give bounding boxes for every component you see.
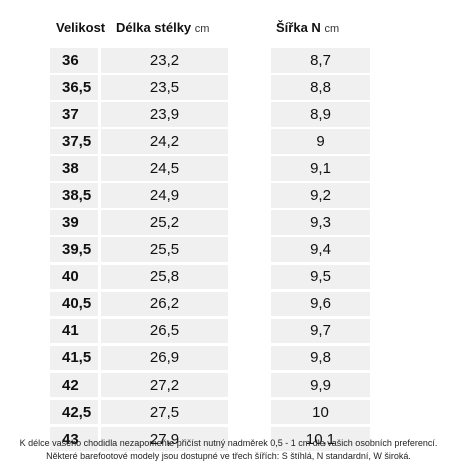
header-length-unit: cm	[194, 23, 210, 35]
length-cell: 23,2	[101, 48, 228, 73]
header-size: Velikost	[56, 20, 105, 35]
header-width-label: Šířka N	[276, 20, 321, 35]
width-cell: 9,6	[271, 291, 370, 317]
width-cell: 9,8	[271, 345, 370, 371]
table-row: 36 23,2 8,7	[50, 48, 370, 73]
size-cell: 36,5	[50, 75, 98, 100]
size-cell: 43	[50, 426, 98, 452]
table-row: 40 25,8 9,5	[50, 264, 370, 290]
header-length-label: Délka stélky	[116, 20, 192, 35]
size-cell: 40,5	[50, 291, 98, 317]
header-size-label: Velikost	[56, 20, 106, 35]
size-cell: 40	[50, 264, 98, 290]
table-row: 40,5 26,2 9,6	[50, 291, 370, 317]
length-cell: 27,5	[101, 399, 228, 425]
table-row: 37 23,9 8,9	[50, 102, 370, 127]
table-row: 43 27,9 10,1	[50, 426, 370, 452]
width-cell: 8,9	[271, 102, 370, 127]
table-row: 41,5 26,9 9,8	[50, 345, 370, 371]
size-cell: 41	[50, 318, 98, 344]
table-row: 38 24,5 9,1	[50, 156, 370, 181]
length-cell: 25,5	[101, 237, 228, 263]
size-cell: 39	[50, 210, 98, 235]
length-cell: 24,5	[101, 156, 228, 181]
size-cell: 38,5	[50, 183, 98, 208]
length-cell: 27,9	[101, 426, 228, 452]
width-cell: 9,2	[271, 183, 370, 208]
width-cell: 8,7	[271, 48, 370, 73]
size-cell: 42,5	[50, 399, 98, 425]
table-row: 42 27,2 9,9	[50, 372, 370, 398]
size-cell: 39,5	[50, 237, 98, 263]
width-cell: 9	[271, 129, 370, 154]
width-cell: 9,9	[271, 372, 370, 398]
table-row: 36,5 23,5 8,8	[50, 75, 370, 100]
size-cell: 42	[50, 372, 98, 398]
width-cell: 9,4	[271, 237, 370, 263]
footnote-widths: Některé barefootové modely jsou dostupné…	[46, 451, 411, 461]
footnote-oversize: K délce vašeho chodidla nezapomeňte přič…	[19, 438, 438, 448]
table-row: 41 26,5 9,7	[50, 318, 370, 344]
width-cell: 10	[271, 399, 370, 425]
length-cell: 23,5	[101, 75, 228, 100]
size-cell: 38	[50, 156, 98, 181]
table-row: 42,5 27,5 10	[50, 399, 370, 425]
size-cell: 36	[50, 48, 98, 73]
table-row: 39 25,2 9,3	[50, 210, 370, 235]
width-cell: 9,7	[271, 318, 370, 344]
size-cell: 37,5	[50, 129, 98, 154]
length-cell: 24,2	[101, 129, 228, 154]
size-table: 36 23,2 8,7 36,5 23,5 8,8 37 23,9 8,9 37,5 24,2 9 38…	[50, 48, 370, 454]
length-cell: 26,2	[101, 291, 228, 317]
table-row: 37,5 24,2 9	[50, 129, 370, 154]
width-cell: 9,3	[271, 210, 370, 235]
width-cell: 9,1	[271, 156, 370, 181]
length-cell: 26,5	[101, 318, 228, 344]
header-width: Šířka N cm	[276, 20, 339, 35]
table-row: 38,5 24,9 9,2	[50, 183, 370, 208]
size-cell: 41,5	[50, 345, 98, 371]
header-width-unit: cm	[324, 23, 340, 35]
length-cell: 25,8	[101, 264, 228, 290]
width-cell: 8,8	[271, 75, 370, 100]
table-row: 39,5 25,5 9,4	[50, 237, 370, 263]
length-cell: 27,2	[101, 372, 228, 398]
length-cell: 23,9	[101, 102, 228, 127]
length-cell: 24,9	[101, 183, 228, 208]
size-cell: 37	[50, 102, 98, 127]
width-cell: 9,5	[271, 264, 370, 290]
length-cell: 25,2	[101, 210, 228, 235]
width-cell: 10,1	[271, 426, 370, 452]
length-cell: 26,9	[101, 345, 228, 371]
header-length: Délka stélky cm	[116, 20, 209, 35]
